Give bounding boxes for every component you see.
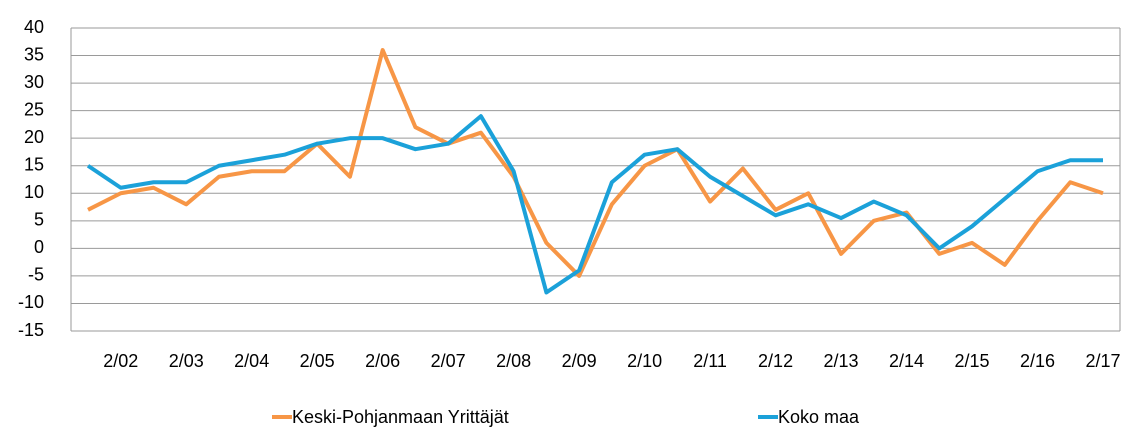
- legend-label: Koko maa: [778, 407, 860, 427]
- y-tick-label: 5: [34, 210, 44, 230]
- series-line: [86, 114, 1103, 295]
- y-tick-label: 35: [24, 44, 44, 64]
- x-tick-label: 2/06: [365, 351, 400, 371]
- y-tick-label: 40: [24, 17, 44, 37]
- series-line: [87, 48, 1104, 278]
- x-tick-label: 2/02: [103, 351, 138, 371]
- y-tick-label: 20: [24, 127, 44, 147]
- x-tick-label: 2/04: [234, 351, 269, 371]
- x-tick-label: 2/05: [300, 351, 335, 371]
- x-tick-label: 2/13: [824, 351, 859, 371]
- y-tick-label: 30: [24, 72, 44, 92]
- y-tick-label: 10: [24, 182, 44, 202]
- x-tick-label: 2/03: [169, 351, 204, 371]
- y-tick-label: 25: [24, 99, 44, 119]
- x-tick-label: 2/12: [758, 351, 793, 371]
- x-tick-label: 2/11: [693, 351, 727, 371]
- y-tick-label: -5: [28, 265, 44, 285]
- legend-label: Keski-Pohjanmaan Yrittäjät: [292, 407, 509, 427]
- y-tick-label: 15: [24, 154, 44, 174]
- x-tick-label: 2/08: [496, 351, 531, 371]
- y-tick-label: -10: [18, 292, 44, 312]
- x-tick-label: 2/07: [431, 351, 466, 371]
- y-tick-label: -15: [18, 320, 44, 340]
- x-tick-label: 2/10: [627, 351, 662, 371]
- x-tick-label: 2/14: [889, 351, 924, 371]
- x-tick-label: 2/15: [955, 351, 990, 371]
- y-tick-label: 0: [34, 237, 44, 257]
- x-tick-label: 2/09: [562, 351, 597, 371]
- x-tick-label: 2/16: [1020, 351, 1055, 371]
- x-tick-label: 2/17: [1085, 351, 1120, 371]
